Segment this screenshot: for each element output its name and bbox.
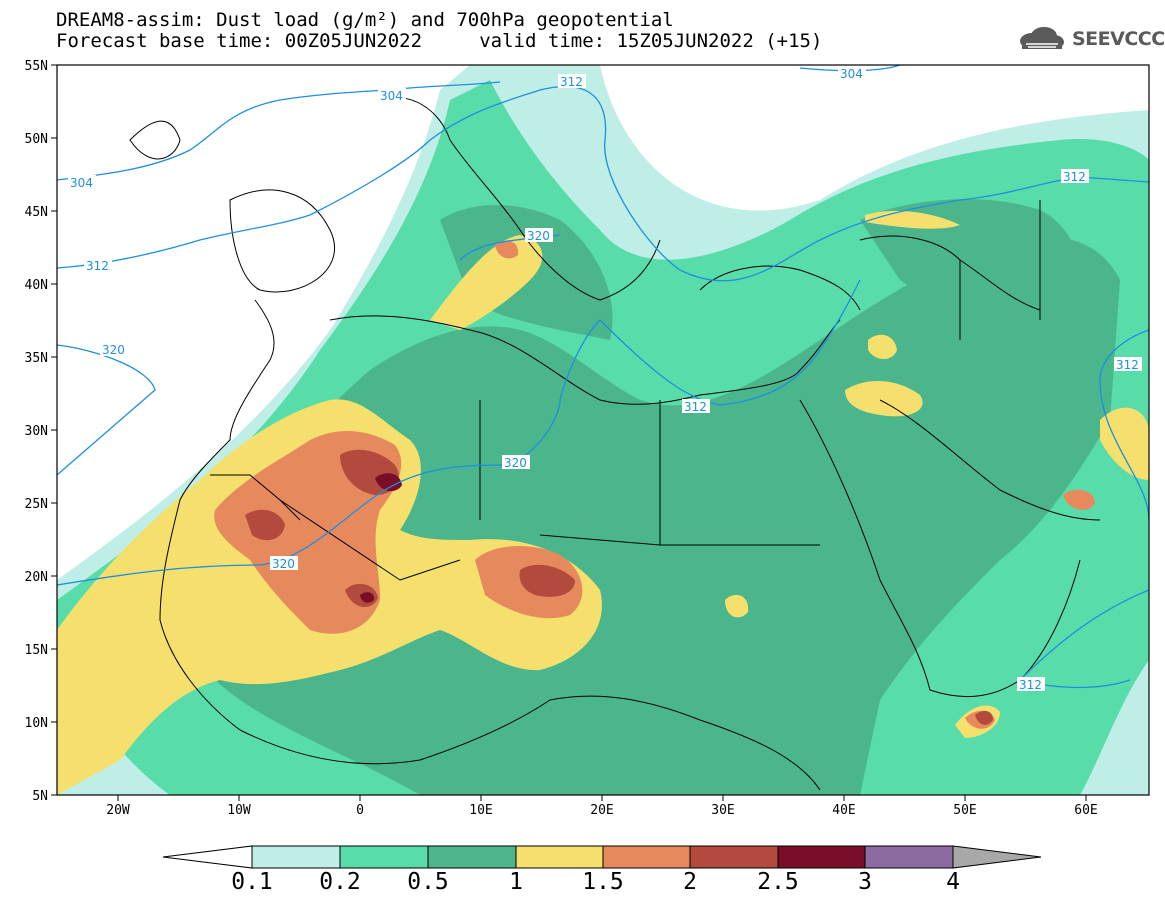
colorbar-label: 2 <box>683 869 697 895</box>
contour-label: 312 <box>1116 358 1139 372</box>
dust-red-chad <box>519 564 575 597</box>
lon-label: 10E <box>469 803 492 818</box>
lat-label: 35N <box>25 351 48 366</box>
lon-label: 20W <box>106 803 130 818</box>
lat-label: 30N <box>25 424 48 439</box>
colorbar-label: 4 <box>946 869 960 895</box>
seevccc-logo: SEEVCCC <box>1016 26 1165 52</box>
longitude-labels: 20W 10W 0 10E 20E 30E 40E 50E 60E <box>106 803 1097 818</box>
contour-label: 312 <box>1019 678 1042 692</box>
dust-darkred-algeria <box>375 473 402 492</box>
cloud-logo-icon <box>1020 27 1064 49</box>
lon-label: 30E <box>711 803 734 818</box>
dust-band-medium-caspian <box>860 199 1078 319</box>
colorbar-swatch <box>689 845 779 869</box>
contour-label: 312 <box>684 400 707 414</box>
contour-label: 320 <box>102 343 125 357</box>
lat-label: 15N <box>25 643 48 658</box>
colorbar-over-triangle <box>952 845 1042 869</box>
dust-red-somalia <box>975 710 993 725</box>
lat-label: 10N <box>25 716 48 731</box>
lat-label: 50N <box>25 132 48 147</box>
dust-yellow-iran-east <box>1100 407 1149 480</box>
latitude-labels: 55N 50N 45N 40N 35N 30N 25N 20N 15N 10N … <box>25 59 48 804</box>
dust-orange-corsica <box>495 240 519 259</box>
contour-label: 312 <box>86 259 109 273</box>
colorbar-label: 3 <box>858 869 872 895</box>
axis-ticks <box>51 64 1087 801</box>
lon-label: 50E <box>953 803 976 818</box>
dust-yellow-chad-spot <box>725 594 749 618</box>
dust-darkred-niger <box>360 592 375 603</box>
colorbar <box>162 845 1042 869</box>
dust-yellow-iraq-north <box>868 334 897 359</box>
dust-yellow-caspian <box>865 210 960 229</box>
contour-labels: 304 304 304 312 312 312 312 312 312 320 … <box>68 66 1142 692</box>
lon-label: 20E <box>590 803 613 818</box>
lon-label: 40E <box>832 803 855 818</box>
colorbar-label: 1.5 <box>582 869 624 895</box>
lon-label: 0 <box>356 803 364 818</box>
geopotential-contours <box>57 65 1149 689</box>
colorbar-swatch <box>864 845 954 869</box>
contour-label: 304 <box>70 176 93 190</box>
contour-label: 320 <box>504 456 527 470</box>
colorbar-label: 2.5 <box>757 869 799 895</box>
logo-text: SEEVCCC <box>1072 28 1165 50</box>
contour-label: 320 <box>272 557 295 571</box>
dust-field <box>57 65 1149 795</box>
dust-band-medium-south <box>760 552 872 740</box>
lat-label: 40N <box>25 278 48 293</box>
dust-yellow-iraq <box>845 380 923 417</box>
colorbar-swatch <box>777 845 866 869</box>
lat-label: 55N <box>25 59 48 74</box>
colorbar-under-triangle <box>162 845 253 869</box>
contour-label: 320 <box>527 229 550 243</box>
lat-label: 5N <box>32 789 48 804</box>
colorbar-label: 0.2 <box>319 869 361 895</box>
colorbar-swatch <box>602 845 691 869</box>
lat-label: 20N <box>25 570 48 585</box>
colorbar-swatch <box>251 845 341 869</box>
contour-label: 312 <box>560 75 583 89</box>
colorbar-swatch <box>427 845 517 869</box>
colorbar-label: 0.1 <box>231 869 273 895</box>
contour-label: 304 <box>840 67 863 81</box>
dust-red-mali <box>245 509 285 541</box>
colorbar-swatch <box>515 845 604 869</box>
map-title: DREAM8-assim: Dust load (g/m²) and 700hP… <box>56 9 674 31</box>
dust-band-medium <box>160 236 1120 795</box>
dust-orange-oman <box>1063 489 1095 510</box>
lon-label: 10W <box>227 803 251 818</box>
forecast-time-line: Forecast base time: 00Z05JUN2022 valid t… <box>56 30 823 52</box>
contour-label: 304 <box>380 89 403 103</box>
colorbar-swatch <box>339 845 429 869</box>
lat-label: 45N <box>25 205 48 220</box>
lon-label: 60E <box>1074 803 1097 818</box>
coastlines <box>129 96 1101 791</box>
colorbar-label: 0.5 <box>407 869 449 895</box>
lat-label: 25N <box>25 497 48 512</box>
colorbar-label: 1 <box>509 869 523 895</box>
dust-yellow-algeria <box>430 235 543 330</box>
contour-label: 312 <box>1063 170 1086 184</box>
